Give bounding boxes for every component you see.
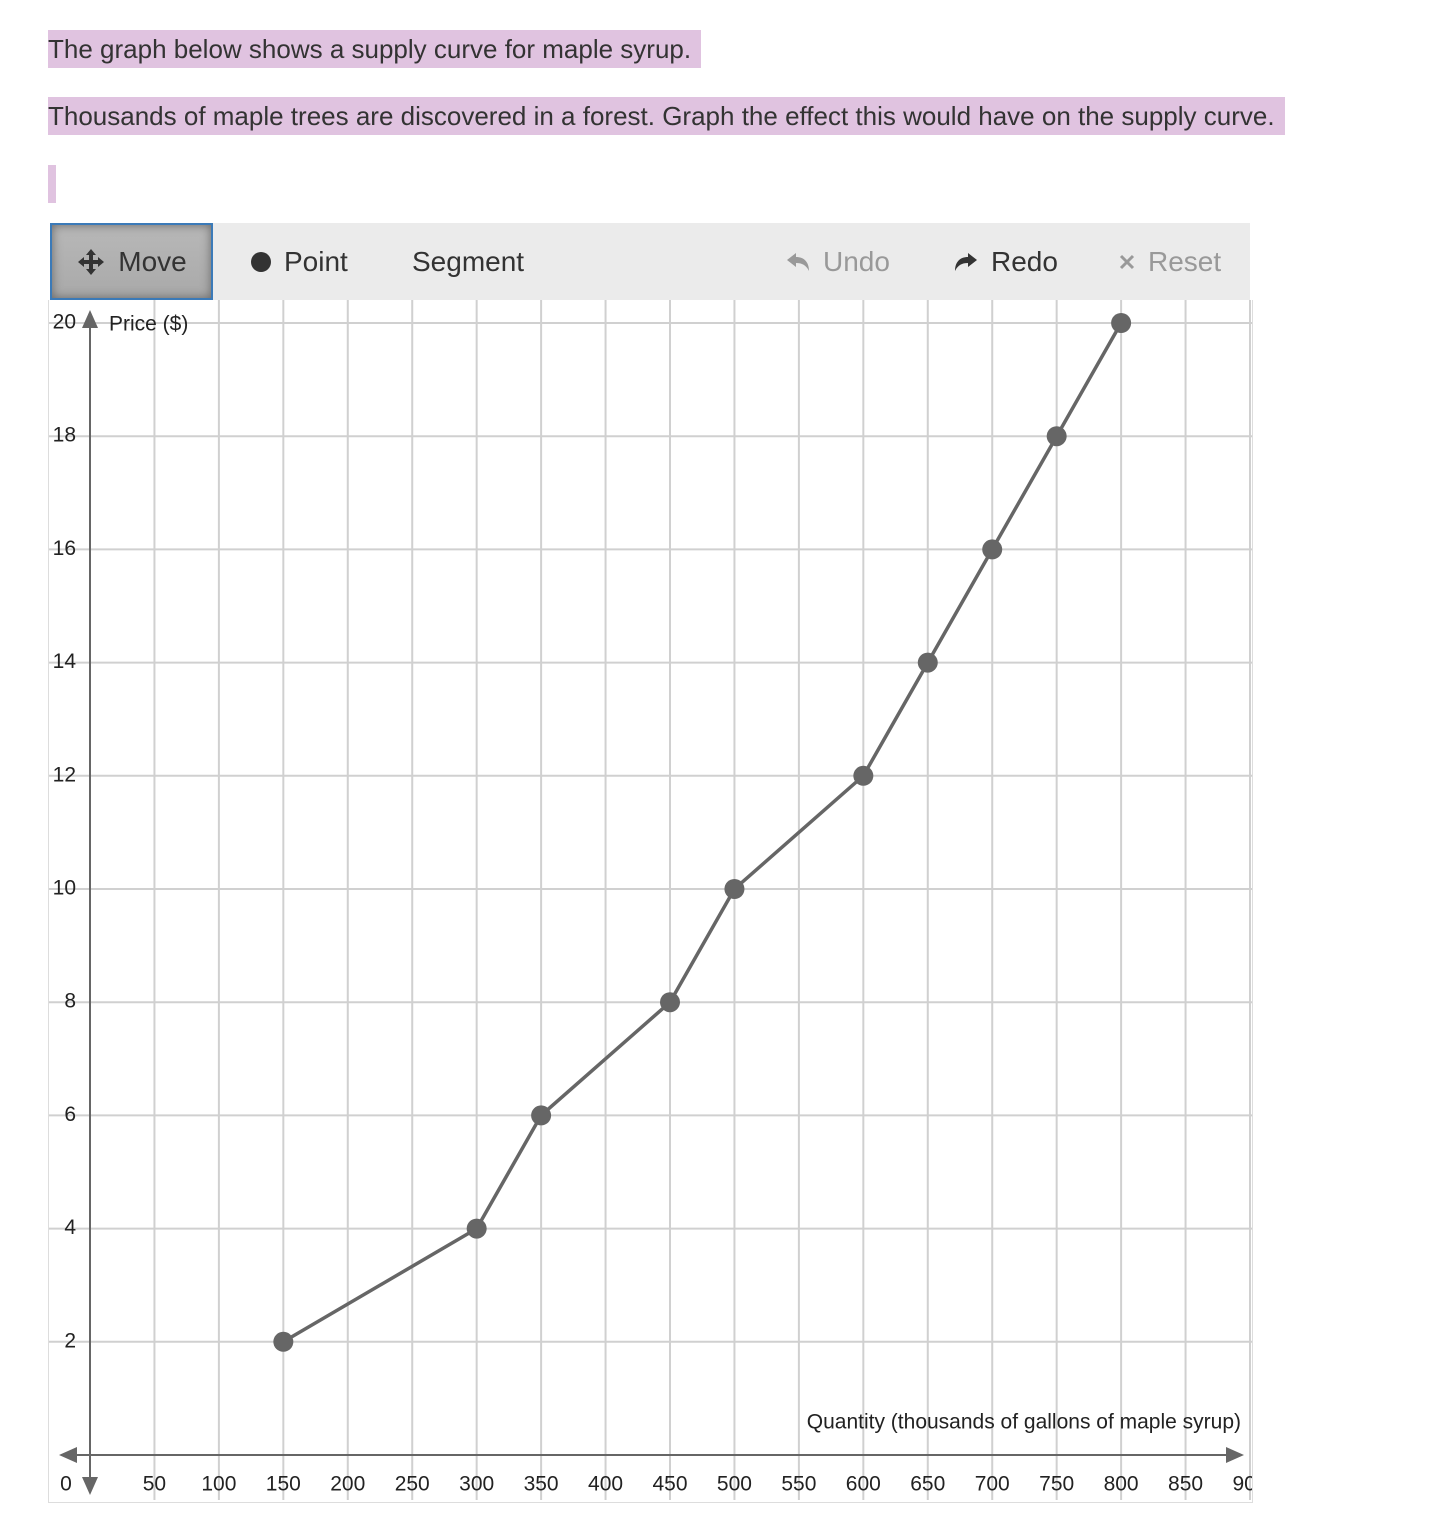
prompt-line: Thousands of maple trees are discovered …	[48, 97, 1285, 135]
button-label: Segment	[412, 245, 525, 277]
point[interactable]	[531, 1105, 552, 1126]
x-tick-label: 200	[330, 1473, 365, 1496]
y-tick-label: 10	[53, 877, 76, 900]
x-tick-label: 400	[588, 1473, 623, 1496]
x-tick-label: 250	[395, 1473, 430, 1496]
move-button[interactable]: Move	[50, 223, 213, 300]
redo-icon	[955, 252, 977, 271]
x-tick-label: 350	[524, 1473, 559, 1496]
x-tick-label: 650	[910, 1473, 945, 1496]
button-label: Move	[118, 245, 187, 277]
y-axis-title: Price ($)	[109, 313, 188, 336]
x-tick-label: 150	[266, 1473, 301, 1496]
point[interactable]	[853, 765, 874, 786]
point[interactable]	[466, 1218, 487, 1239]
y-tick-label: 18	[53, 424, 76, 447]
point[interactable]	[273, 1331, 294, 1352]
x-tick-label: 850	[1168, 1473, 1203, 1496]
y-tick-label: 8	[64, 990, 76, 1013]
segment-button[interactable]: Segment	[412, 223, 524, 300]
toolbar: Move Point Segment Undo Redo Reset	[50, 223, 1250, 300]
point-icon	[251, 251, 271, 272]
y-tick-label: 14	[53, 650, 77, 673]
move-icon	[78, 248, 105, 275]
x-tick-label: 600	[846, 1473, 881, 1496]
point[interactable]	[724, 879, 745, 899]
supply-line	[282, 322, 1123, 1344]
cursor-bar	[48, 165, 56, 203]
x-tick-label: 800	[1104, 1473, 1139, 1496]
x-tick-label: 300	[459, 1473, 494, 1496]
x-tick-label: 100	[201, 1473, 236, 1496]
y-tick-label: 16	[53, 537, 76, 560]
y-tick-label: 12	[53, 763, 76, 786]
point-button[interactable]: Point	[250, 223, 348, 300]
x-tick-label: 50	[143, 1473, 166, 1496]
button-label: Undo	[823, 245, 890, 277]
y-tick-label: 4	[64, 1216, 76, 1239]
y-tick-label: 6	[64, 1103, 76, 1126]
y-tick-label: 20	[53, 311, 76, 334]
y-tick-label: 2	[64, 1329, 76, 1352]
button-label: Reset	[1148, 245, 1222, 277]
point[interactable]	[660, 992, 680, 1013]
point[interactable]	[982, 539, 1003, 560]
point[interactable]	[1111, 313, 1132, 333]
prompt-line: The graph below shows a supply curve for…	[48, 30, 702, 68]
undo-button[interactable]: Undo	[785, 223, 890, 300]
reset-icon	[1119, 254, 1135, 269]
x-tick-label: 550	[781, 1473, 816, 1496]
undo-icon	[787, 252, 809, 271]
x-tick-label: 700	[975, 1473, 1010, 1496]
x-axis-title: Quantity (thousands of gallons of maple …	[807, 1411, 1241, 1434]
x-tick-label: 500	[717, 1473, 752, 1496]
x-tick-label: 450	[652, 1473, 687, 1496]
redo-button[interactable]: Redo	[953, 223, 1058, 300]
graph[interactable]: 0 50 100 150 200 250 300 350 400 450 500 550 600 650 7…	[48, 300, 1253, 1503]
x-tick-label: 0	[60, 1473, 72, 1496]
button-label: Redo	[991, 245, 1058, 277]
x-tick-label: 900	[1232, 1473, 1253, 1496]
point[interactable]	[917, 652, 938, 673]
reset-button[interactable]: Reset	[1118, 223, 1221, 300]
button-label: Point	[284, 245, 348, 277]
point[interactable]	[1046, 426, 1067, 447]
x-tick-label: 750	[1039, 1473, 1074, 1496]
